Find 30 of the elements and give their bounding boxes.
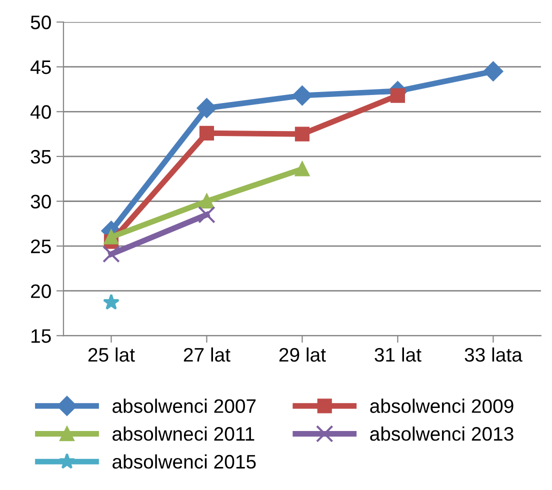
point — [102, 245, 120, 263]
y-tick-label: 45 — [30, 60, 51, 74]
x-tick-label: 33 lata — [464, 347, 522, 362]
x-tick-label: 25 lat — [88, 347, 135, 362]
point — [198, 206, 216, 224]
point — [390, 88, 406, 103]
x-tick-label: 31 lat — [374, 347, 422, 362]
y-tick-label: 50 — [30, 16, 51, 30]
point — [292, 86, 312, 106]
legend-label: absolwneci 2011 — [112, 426, 254, 441]
point — [483, 61, 504, 82]
point — [199, 194, 214, 209]
y-tick-label: 40 — [30, 105, 51, 119]
y-tick-label: 35 — [30, 150, 51, 164]
point — [294, 126, 310, 142]
y-tick-label: 30 — [30, 194, 51, 208]
point — [294, 162, 310, 176]
point — [102, 294, 120, 310]
point — [199, 126, 214, 140]
y-tick-label: 25 — [31, 240, 51, 254]
legend-label: absolwenci 2009 — [370, 398, 514, 413]
legend-label: absolwenci 2015 — [112, 454, 256, 469]
y-tick-label: 15 — [32, 329, 51, 343]
legend-label: absolwenci 2013 — [370, 426, 514, 441]
x-tick-label: 27 lat — [184, 347, 230, 362]
legend-label: absolwenci 2007 — [112, 398, 256, 413]
point — [196, 98, 217, 118]
point — [104, 230, 119, 244]
x-tick-label: 29 lat — [279, 347, 326, 362]
y-tick-label: 20 — [31, 284, 51, 298]
